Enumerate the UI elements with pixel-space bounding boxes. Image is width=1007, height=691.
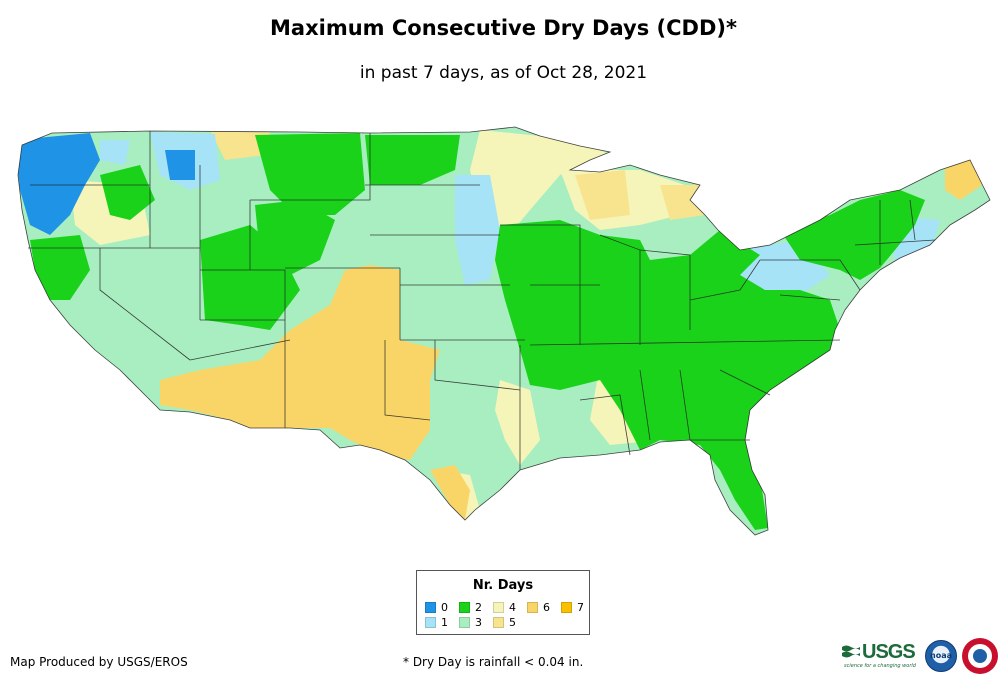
category-2-area (495, 220, 840, 530)
usgs-tagline: science for a changing world (844, 663, 916, 669)
legend-item: 5 (493, 617, 516, 629)
boundary-line (639, 369, 651, 441)
category-2-area (30, 235, 90, 300)
boundary-line (779, 294, 841, 301)
boundary-line (760, 259, 861, 291)
boundary-line (250, 133, 371, 201)
legend-label: 1 (441, 616, 448, 629)
legend-item: 0 (425, 602, 448, 614)
legend-label: 0 (441, 601, 448, 614)
usgs-wave-icon (842, 645, 860, 658)
legend-title: Nr. Days (472, 578, 534, 593)
boundary-line (679, 369, 691, 441)
boundary-line (854, 239, 936, 246)
category-2-area (780, 190, 925, 280)
boundary-line (719, 369, 771, 396)
category-1-area (455, 175, 500, 285)
category-0-area (18, 133, 100, 235)
dry-day-footnote: * Dry Day is rainfall < 0.04 in. (403, 655, 584, 669)
usgs-wordmark: USGS (862, 641, 916, 663)
legend-label: 3 (475, 616, 482, 629)
usgs-logo: USGS science for a changing world (842, 641, 920, 671)
legend-swatch (425, 602, 436, 613)
boundary-line (579, 394, 631, 456)
category-2-area (255, 133, 365, 215)
legend-label: 6 (543, 601, 550, 614)
category-2-area (365, 135, 460, 185)
map-credit: Map Produced by USGS/EROS (10, 655, 188, 669)
category-6-area (945, 158, 982, 200)
legend: Nr. Days 0 1 2 3 4 5 6 7 (416, 570, 590, 635)
boundary-line (384, 340, 431, 421)
legend-label: 5 (509, 616, 516, 629)
legend-swatch (459, 617, 470, 628)
legend-item: 2 (459, 602, 482, 614)
category-4-area (470, 130, 610, 240)
boundary-line (909, 199, 916, 241)
legend-swatch (493, 617, 504, 628)
legend-swatch (561, 602, 572, 613)
category-2-area (200, 225, 300, 330)
boundary-line (189, 339, 291, 361)
nws-logo-center (973, 649, 987, 663)
map-subtitle: in past 7 days, as of Oct 28, 2021 (359, 63, 648, 83)
boundary-line (200, 269, 286, 428)
category-5-area (575, 170, 630, 220)
us-outline (17, 126, 991, 536)
category-2-area (640, 385, 720, 440)
boundary-line (639, 249, 691, 330)
noaa-wordmark: noaa (930, 651, 952, 660)
category-6-area (160, 265, 440, 460)
legend-swatch (425, 617, 436, 628)
state-boundaries (17, 126, 991, 536)
boundary-line (500, 224, 581, 345)
legend-item: 1 (425, 617, 448, 629)
boundary-line (689, 259, 761, 301)
boundary-line (99, 248, 191, 361)
category-4-area (495, 380, 540, 465)
category-0-area (165, 150, 195, 180)
legend-label: 4 (509, 601, 516, 614)
legend-swatch (493, 602, 504, 613)
legend-item: 4 (493, 602, 516, 614)
category-6-area (430, 465, 470, 520)
boundary-line (434, 340, 521, 391)
boundary-line (529, 339, 841, 346)
legend-item: 6 (527, 602, 550, 614)
category-1-area (100, 140, 130, 165)
legend-label: 2 (475, 601, 482, 614)
legend-item: 3 (459, 617, 482, 629)
legend-swatch (459, 602, 470, 613)
category-5-area (210, 130, 270, 160)
noaa-logo: noaa (925, 640, 957, 672)
nws-logo (962, 638, 998, 674)
legend-item: 7 (561, 602, 584, 614)
map-title: Maximum Consecutive Dry Days (CDD)* (270, 16, 737, 40)
legend-label: 7 (577, 601, 584, 614)
legend-swatch (527, 602, 538, 613)
category-2-area (100, 165, 155, 220)
